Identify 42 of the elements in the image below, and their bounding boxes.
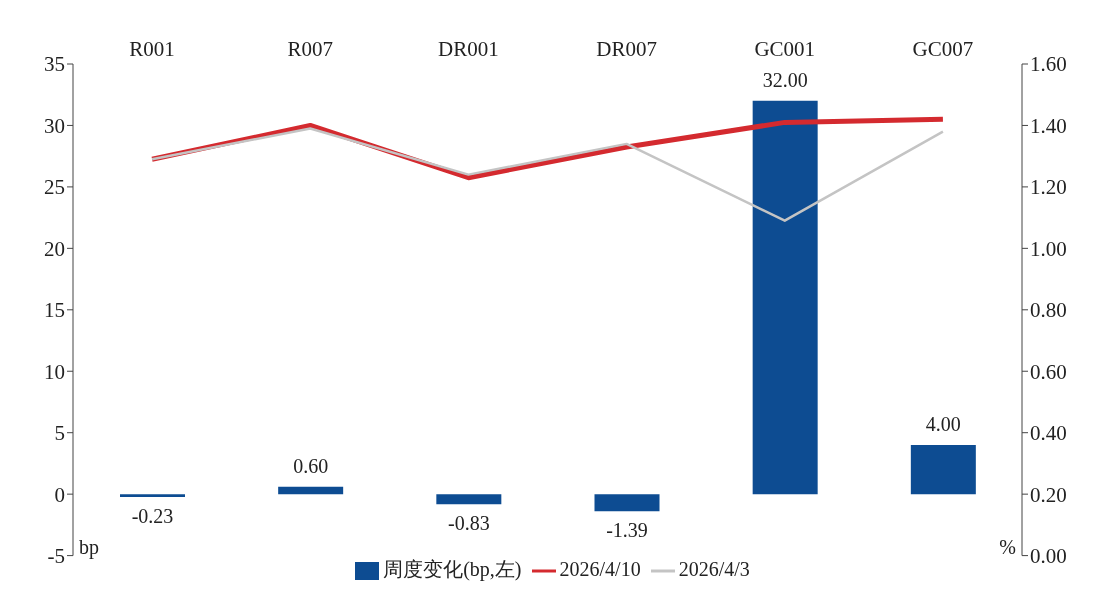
- data-label: -0.83: [448, 512, 490, 535]
- legend-label: 周度变化(bp,左): [383, 557, 522, 580]
- y-axis-title: bp: [79, 535, 99, 559]
- y-tick-label: 0: [54, 482, 65, 507]
- data-label: 4.00: [925, 412, 961, 435]
- y-tick-label: 5: [54, 421, 65, 446]
- y-tick-label: -5: [47, 544, 65, 569]
- y2-axis-title: %: [999, 535, 1016, 558]
- bar: [752, 100, 818, 495]
- y2-tick-label: 1.40: [1030, 113, 1067, 138]
- y2-tick-label: 0.00: [1030, 544, 1067, 569]
- x-tick-label: R007: [287, 37, 334, 61]
- y2-tick-label: 1.20: [1030, 175, 1067, 200]
- y-tick-label: 15: [44, 298, 65, 323]
- bar: [436, 494, 502, 505]
- legend-label: 2026/4/3: [678, 557, 750, 580]
- y-tick-label: 10: [44, 359, 65, 384]
- x-tick-label: DR007: [596, 37, 657, 61]
- y2-tick-label: 1.60: [1030, 52, 1067, 77]
- x-tick-label: GC007: [912, 37, 974, 61]
- data-label: -0.23: [131, 504, 174, 527]
- y-tick-label: 30: [44, 113, 65, 138]
- data-label: 32.00: [762, 68, 808, 91]
- y2-tick-label: 1.00: [1030, 236, 1067, 261]
- y2-tick-label: 0.60: [1030, 359, 1067, 384]
- data-label: -1.39: [606, 519, 648, 542]
- x-tick-label: R001: [129, 37, 175, 61]
- y-tick-label: 25: [44, 175, 65, 200]
- bar: [910, 444, 976, 495]
- x-tick-label: GC001: [754, 37, 816, 61]
- data-label: 0.60: [293, 454, 329, 477]
- y-tick-label: 35: [44, 52, 65, 77]
- x-tick-label: DR001: [438, 37, 499, 61]
- bar: [594, 494, 660, 512]
- y-tick-label: 20: [44, 236, 65, 261]
- y2-tick-label: 0.80: [1030, 298, 1067, 323]
- y2-tick-label: 0.40: [1030, 421, 1067, 446]
- bar: [278, 486, 344, 495]
- legend-label: 2026/4/10: [559, 557, 641, 580]
- y2-tick-label: 0.20: [1030, 482, 1067, 507]
- bar: [120, 494, 185, 497]
- line-series: [150, 127, 945, 222]
